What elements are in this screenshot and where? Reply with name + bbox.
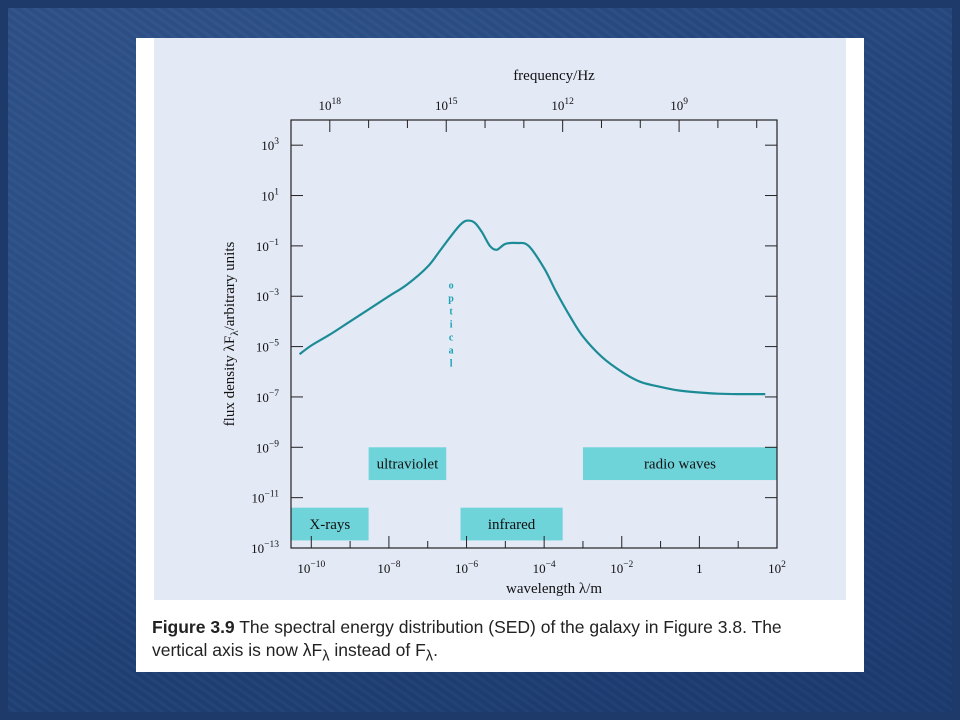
y-tick-label-4: 10−5 — [256, 339, 279, 355]
optical-letter: p — [448, 294, 454, 305]
band-label-2: infrared — [488, 517, 536, 533]
x-tick-label-2: 10−6 — [455, 560, 478, 576]
y-tick-label-8: 10−13 — [251, 540, 279, 556]
band-3 — [582, 447, 777, 481]
x-tick-label-6: 102 — [768, 560, 786, 576]
x-tick-label-0: 10−10 — [297, 560, 325, 576]
caption-text-2c: . — [433, 640, 438, 660]
x-axis-title: wavelength λ/m — [506, 581, 602, 597]
optical-letter: a — [449, 346, 454, 357]
x-tick-label-5: 1 — [696, 561, 703, 576]
band-label-0: X-rays — [309, 517, 350, 533]
y-tick-label-0: 103 — [261, 137, 279, 153]
top-axis-title: frequency/Hz — [513, 68, 595, 84]
caption-text-1: The spectral energy distribution (SED) o… — [239, 617, 782, 637]
x-tick-label-1: 10−8 — [377, 560, 400, 576]
caption-text-2b: instead of F — [329, 640, 426, 660]
caption-sub-1: λ — [322, 648, 330, 665]
y-tick-label-1: 101 — [261, 188, 279, 204]
caption-text-2: vertical axis is now λF — [152, 640, 323, 660]
sed-curve — [298, 219, 766, 396]
plot-panel: X-rays ultraviolet infrared radio waves 10−1… — [154, 38, 846, 600]
band-2 — [460, 507, 563, 541]
y-tick-label-3: 10−3 — [256, 288, 279, 304]
y-tick-label-2: 10−1 — [256, 238, 279, 254]
optical-letter: t — [449, 307, 453, 318]
y-axis-title: flux density λFλ/arbitrary units — [222, 242, 241, 427]
plot-frame — [290, 119, 778, 549]
optical-letter: o — [449, 281, 454, 292]
freq-tick-label-3: 109 — [670, 97, 688, 113]
caption-sub-2: λ — [425, 648, 434, 665]
band-label-3: radio waves — [644, 457, 716, 473]
figure-caption: Figure 3.9 The spectral energy distribut… — [152, 616, 852, 669]
band-label-1: ultraviolet — [377, 457, 439, 473]
figure-page: X-rays ultraviolet infrared radio waves 10−1… — [136, 38, 864, 672]
x-tick-label-4: 10−2 — [610, 560, 633, 576]
sed-chart: X-rays ultraviolet infrared radio waves 10−1… — [222, 68, 786, 597]
y-tick-label-6: 10−9 — [256, 439, 279, 455]
optical-letter: i — [450, 320, 453, 331]
freq-tick-label-0: 1018 — [319, 97, 342, 113]
freq-tick-label-2: 1012 — [551, 97, 574, 113]
y-tick-label-5: 10−7 — [256, 389, 279, 405]
band-1 — [368, 447, 447, 481]
optical-letter: l — [450, 359, 453, 370]
freq-tick-label-1: 1015 — [435, 97, 458, 113]
x-tick-label-3: 10−4 — [533, 560, 556, 576]
optical-letter: c — [449, 333, 454, 344]
band-0 — [291, 507, 369, 541]
caption-line-1: Figure 3.9 The spectral energy distribut… — [152, 616, 852, 639]
caption-line-2: vertical axis is now λFλ instead of Fλ. — [152, 639, 852, 669]
y-tick-label-7: 10−11 — [251, 490, 279, 506]
figure-label: Figure 3.9 — [152, 617, 235, 637]
